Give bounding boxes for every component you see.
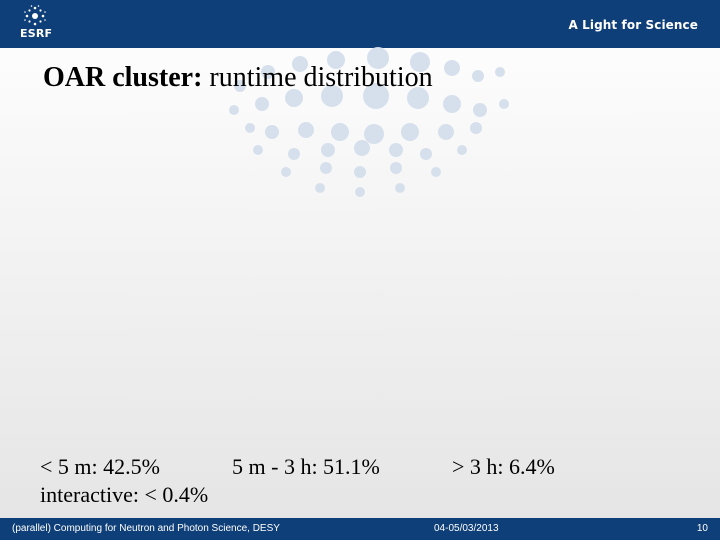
footer-event: (parallel) Computing for Neutron and Pho…	[12, 523, 280, 534]
header-bar: ESRF A Light for Science	[0, 0, 720, 48]
title-rest: runtime distribution	[202, 62, 433, 93]
stat-interactive-jobs: interactive: < 0.4%	[40, 482, 209, 507]
stat-long-jobs: > 3 h: 6.4%	[452, 454, 555, 479]
footer-bar: (parallel) Computing for Neutron and Pho…	[0, 518, 720, 540]
stat-short-jobs: < 5 m: 42.5%	[40, 454, 160, 479]
footer-date: 04-05/03/2013	[434, 523, 499, 534]
page-number: 10	[696, 523, 708, 534]
header-tagline: A Light for Science	[568, 18, 698, 32]
title-bold: OAR cluster:	[43, 62, 203, 93]
esrf-logo	[18, 4, 58, 44]
logo-text: ESRF	[20, 27, 53, 40]
sunburst-icon	[24, 5, 46, 26]
stat-medium-jobs: 5 m - 3 h: 51.1%	[232, 454, 380, 479]
slide-title: OAR cluster: runtime distribution	[43, 62, 433, 94]
